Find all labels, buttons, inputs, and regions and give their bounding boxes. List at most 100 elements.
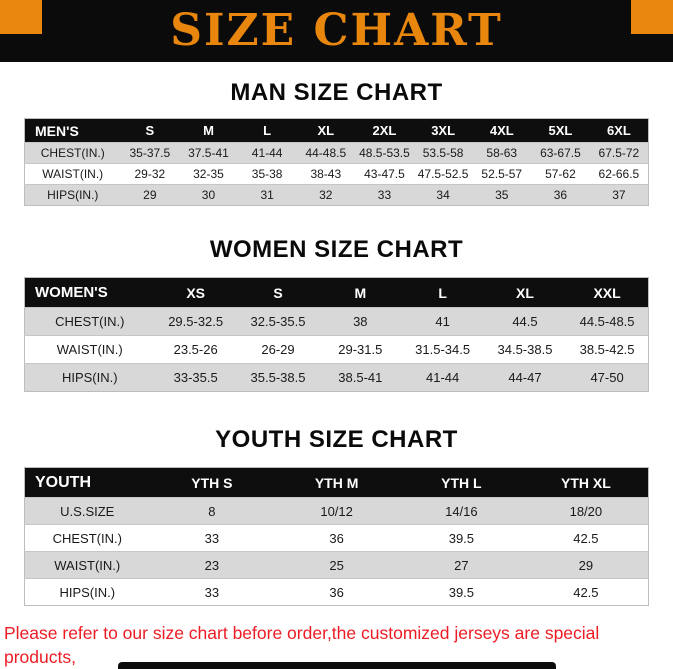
measurement-cell: 32.5-35.5 [236,307,320,336]
table-row: HIPS(IN.) 29 30 31 32 33 34 35 36 37 [24,184,649,206]
row-label: CHEST(IN.) [24,307,155,336]
measurement-cell: 33 [355,184,414,206]
measurement-cell: 34 [413,184,473,206]
footer-disclaimer: Please refer to our size chart before or… [4,622,673,669]
measurement-cell: 62-66.5 [589,163,649,185]
measurement-cell: 38 [319,307,402,336]
table-corner-label: WOMEN'S [35,284,108,301]
row-label: U.S.SIZE [24,497,150,525]
table-corner-label: YOUTH [35,473,91,491]
decoration-square-left [0,0,42,34]
section-heading-men: MAN SIZE CHART [230,79,443,106]
measurement-cell: 42.5 [523,578,649,606]
measurement-cell: 27 [399,551,524,579]
table-row: CHEST(IN.) 35-37.5 37.5-41 41-44 44-48.5 48.5… [24,142,649,164]
size-column-header: M [203,123,214,138]
measurement-cell: 23 [149,551,275,579]
measurement-cell: 8 [149,497,275,525]
size-column-header: 6XL [606,123,631,138]
size-column-header: L [263,123,272,138]
measurement-cell: 29.5-32.5 [154,307,237,336]
measurement-cell: 57-62 [531,163,590,185]
measurement-cell: 30 [179,184,238,206]
measurement-cell: 41-44 [237,142,297,164]
measurement-cell: 25 [274,551,399,579]
measurement-cell: 35-37.5 [120,142,180,164]
table-row: WAIST(IN.) 23 25 27 29 [24,551,649,579]
measurement-cell: 44.5-48.5 [566,307,649,336]
table-row: CHEST(IN.) 29.5-32.5 32.5-35.5 38 41 44.5 44.5… [24,307,649,336]
row-label: CHEST(IN.) [24,524,150,552]
table-row: WAIST(IN.) 23.5-26 26-29 29-31.5 31.5-34.5 34… [24,335,649,364]
section-youth: YOUTH SIZE CHART YOUTH YTH S YTH M YTH L YTH… [0,426,673,606]
measurement-cell: 33 [149,578,275,606]
row-label: CHEST(IN.) [24,142,121,164]
measurement-cell: 33 [149,524,275,552]
size-table-women: WOMEN'S XS S M L XL XXL CHEST(IN.) 29.5-32.5 32.5… [24,277,649,392]
measurement-cell: 29 [120,184,180,206]
size-column-header: S [145,123,155,138]
size-column-header: 3XL [431,123,456,138]
row-label: WAIST(IN.) [24,163,121,185]
measurement-cell: 44-48.5 [296,142,356,164]
measurement-cell: 10/12 [274,497,399,525]
section-men: MAN SIZE CHART MEN'S S M L XL 2XL 3XL 4XL 5XL 6XL… [0,79,673,206]
size-column-header: 5XL [548,123,573,138]
measurement-cell: 14/16 [399,497,524,525]
measurement-cell: 38.5-41 [319,363,402,392]
measurement-cell: 36 [531,184,590,206]
table-row: CHEST(IN.) 33 36 39.5 42.5 [24,524,649,552]
table-corner-label: MEN'S [35,122,79,139]
size-column-header: YTH S [191,474,233,491]
measurement-cell: 38.5-42.5 [566,335,649,364]
measurement-cell: 33-35.5 [154,363,237,392]
measurement-cell: 29 [523,551,649,579]
title-banner: SIZE CHART [0,0,673,62]
section-heading-women: WOMEN SIZE CHART [209,236,464,263]
measurement-cell: 63-67.5 [531,142,590,164]
row-label: WAIST(IN.) [24,551,150,579]
measurement-cell: 47-50 [566,363,649,392]
section-women: WOMEN SIZE CHART WOMEN'S XS S M L XL XXL CHEST(… [0,236,673,392]
measurement-cell: 44.5 [483,307,567,336]
measurement-cell: 48.5-53.5 [355,142,414,164]
measurement-cell: 31 [237,184,297,206]
measurement-cell: 37.5-41 [179,142,238,164]
size-table-men: MEN'S S M L XL 2XL 3XL 4XL 5XL 6XL CHEST(IN.) 35-37… [24,118,649,206]
row-label: HIPS(IN.) [24,578,150,606]
table-row: HIPS(IN.) 33-35.5 35.5-38.5 38.5-41 41-44 44-… [24,363,649,392]
footer-disclaimer-line-1: Please refer to our size chart before or… [4,623,600,667]
row-label: HIPS(IN.) [24,184,121,206]
size-column-header: L [438,284,447,301]
bottom-cropped-bar [117,662,556,669]
size-column-header: M [354,284,367,301]
measurement-cell: 35 [472,184,532,206]
table-header-row: MEN'S S M L XL 2XL 3XL 4XL 5XL 6XL [24,118,649,143]
size-column-header: 4XL [489,123,514,138]
size-column-header: XL [516,284,534,301]
measurement-cell: 32 [296,184,356,206]
measurement-cell: 39.5 [399,578,524,606]
page-title: SIZE CHART [170,5,503,56]
measurement-cell: 34.5-38.5 [483,335,567,364]
measurement-cell: 41-44 [401,363,484,392]
measurement-cell: 37 [589,184,649,206]
table-row: U.S.SIZE 8 10/12 14/16 18/20 [24,497,649,525]
size-column-header: XXL [593,284,621,301]
measurement-cell: 29-31.5 [319,335,402,364]
measurement-cell: 53.5-58 [413,142,473,164]
table-header-row: YOUTH YTH S YTH M YTH L YTH XL [24,467,649,498]
decoration-square-right [631,0,673,34]
measurement-cell: 44-47 [483,363,567,392]
measurement-cell: 36 [274,524,399,552]
measurement-cell: 35-38 [237,163,297,185]
size-column-header: YTH M [314,474,359,491]
measurement-cell: 31.5-34.5 [401,335,484,364]
size-column-header: YTH L [441,474,482,491]
measurement-cell: 23.5-26 [154,335,237,364]
table-row: WAIST(IN.) 29-32 32-35 35-38 38-43 43-47.5 47.… [24,163,649,185]
measurement-cell: 39.5 [399,524,524,552]
size-column-header: 2XL [372,123,397,138]
measurement-cell: 35.5-38.5 [236,363,320,392]
measurement-cell: 47.5-52.5 [413,163,473,185]
